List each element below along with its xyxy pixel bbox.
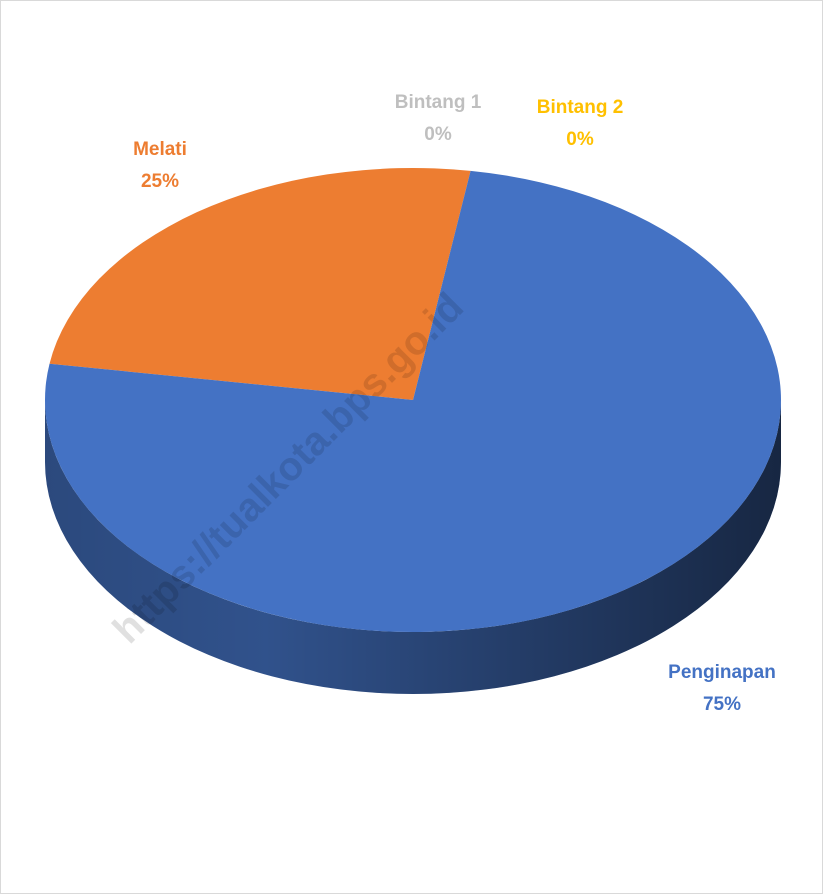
- value-label: 25%: [141, 171, 179, 192]
- slice: [44, 170, 781, 633]
- category-label: Bintang 1: [395, 92, 482, 113]
- slice: [49, 168, 471, 400]
- category-label: Melati: [133, 139, 187, 160]
- pie: [44, 168, 781, 694]
- value-label: 75%: [703, 694, 741, 715]
- slice-side-shade: [45, 400, 781, 694]
- value-label: 0%: [424, 124, 452, 145]
- category-label: Bintang 2: [537, 97, 624, 118]
- category-label: Penginapan: [668, 662, 776, 683]
- labels: Melati 25% Bintang 1 0% Bintang 2 0% Penginapa…: [133, 92, 776, 715]
- value-label: 0%: [566, 129, 594, 150]
